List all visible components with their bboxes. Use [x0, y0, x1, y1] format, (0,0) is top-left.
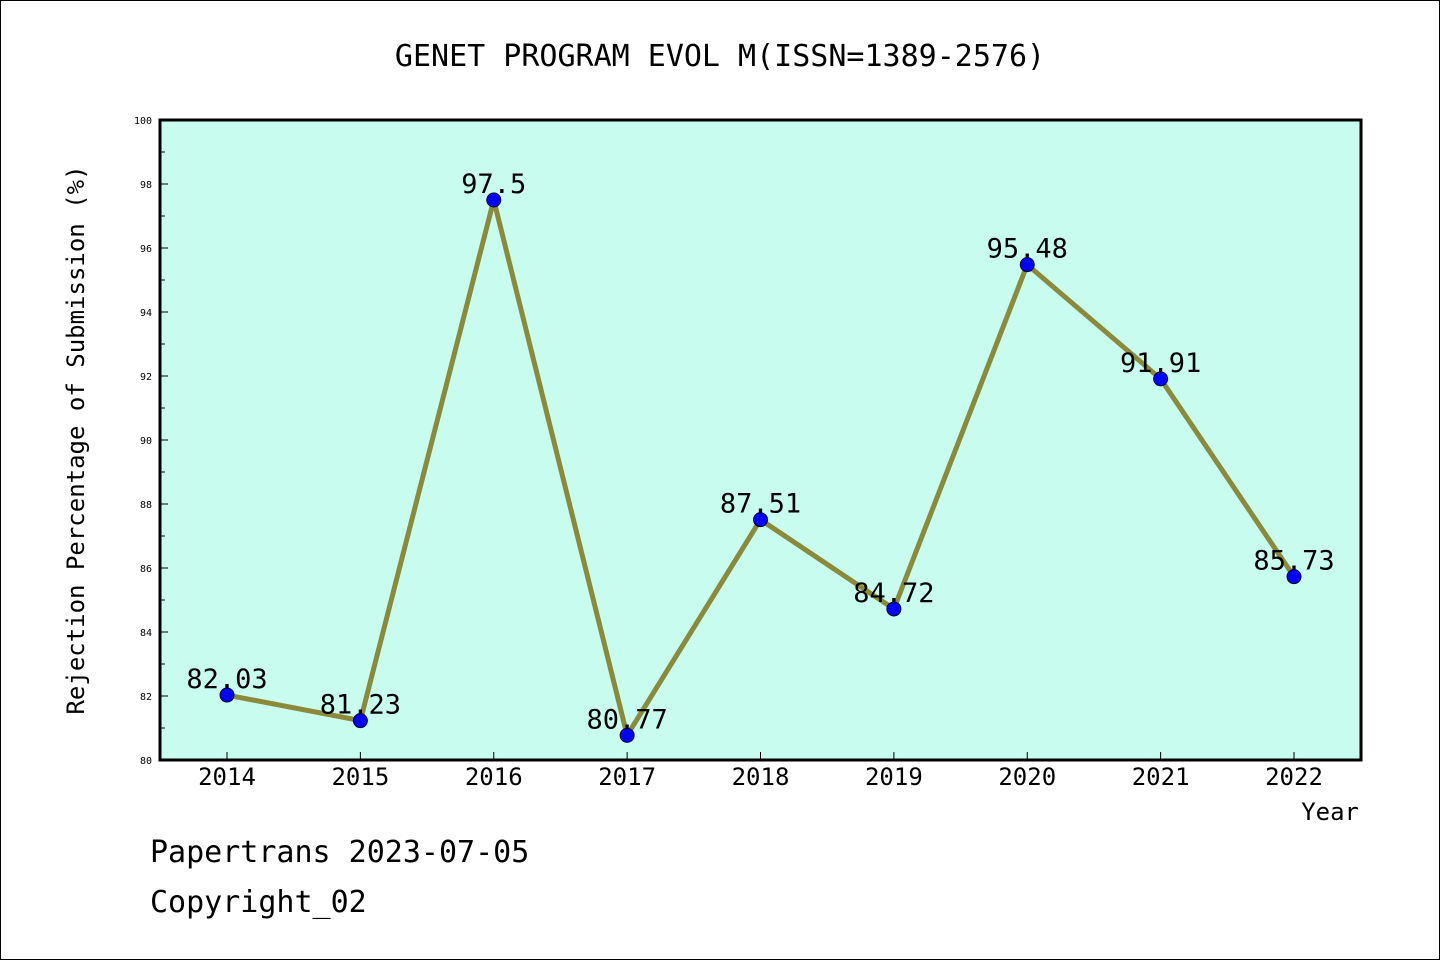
x-tick-label-2017: 2017: [598, 763, 656, 791]
y-tick-label-84: 84: [140, 628, 152, 639]
data-point-2017: [619, 727, 635, 743]
y-tick-label-96: 96: [140, 244, 152, 255]
y-tick-label-82: 82: [140, 692, 152, 703]
data-point-2015: [352, 713, 368, 729]
y-tick-label-92: 92: [140, 372, 152, 383]
data-label-2015: 81.23: [320, 690, 401, 721]
x-axis-label: Year: [1301, 798, 1359, 826]
data-point-2016: [486, 192, 502, 208]
data-point-2014: [219, 687, 235, 703]
x-tick-label-2020: 2020: [998, 763, 1056, 791]
data-point-2022: [1286, 569, 1302, 585]
x-tick-label-2019: 2019: [865, 763, 923, 791]
data-label-2014: 82.03: [186, 664, 267, 695]
y-tick-label-88: 88: [140, 500, 152, 511]
data-label-2018: 87.51: [720, 489, 801, 520]
data-point-2018: [753, 512, 768, 528]
data-label-2022: 85.73: [1253, 546, 1334, 577]
plot-background: [160, 120, 1361, 760]
y-tick-label-100: 100: [134, 116, 152, 127]
x-tick-label-2021: 2021: [1132, 763, 1190, 791]
y-tick-label-80: 80: [140, 756, 152, 767]
data-label-2017: 80.77: [586, 704, 667, 735]
y-tick-label-94: 94: [140, 308, 152, 319]
x-tick-label-2014: 2014: [198, 763, 256, 791]
y-axis-label: Rejection Percentage of Submission (%): [62, 165, 90, 714]
data-label-2021: 91.91: [1120, 348, 1201, 379]
x-tick-label-2016: 2016: [465, 763, 523, 791]
data-point-2020: [1019, 257, 1035, 273]
y-tick-label-98: 98: [140, 180, 152, 191]
footer-date: Papertrans 2023-07-05: [150, 835, 530, 870]
x-tick-label-2022: 2022: [1265, 763, 1323, 791]
plot-border: [158, 118, 1363, 762]
data-label-2019: 84.72: [853, 578, 934, 609]
footer-copyright: Copyright_02: [150, 885, 367, 920]
data-label-2020: 95.48: [987, 234, 1068, 265]
x-tick-label-2015: 2015: [331, 763, 389, 791]
x-tick-label-2018: 2018: [732, 763, 790, 791]
data-point-2021: [1153, 371, 1169, 387]
y-tick-label-86: 86: [140, 564, 152, 575]
chart-title: GENET PROGRAM EVOL M(ISSN=1389-2576): [395, 39, 1045, 74]
y-tick-label-90: 90: [140, 436, 152, 447]
data-label-2016: 97.5: [461, 169, 526, 200]
plot-area-group: [158, 118, 1363, 762]
data-point-2019: [886, 601, 902, 617]
